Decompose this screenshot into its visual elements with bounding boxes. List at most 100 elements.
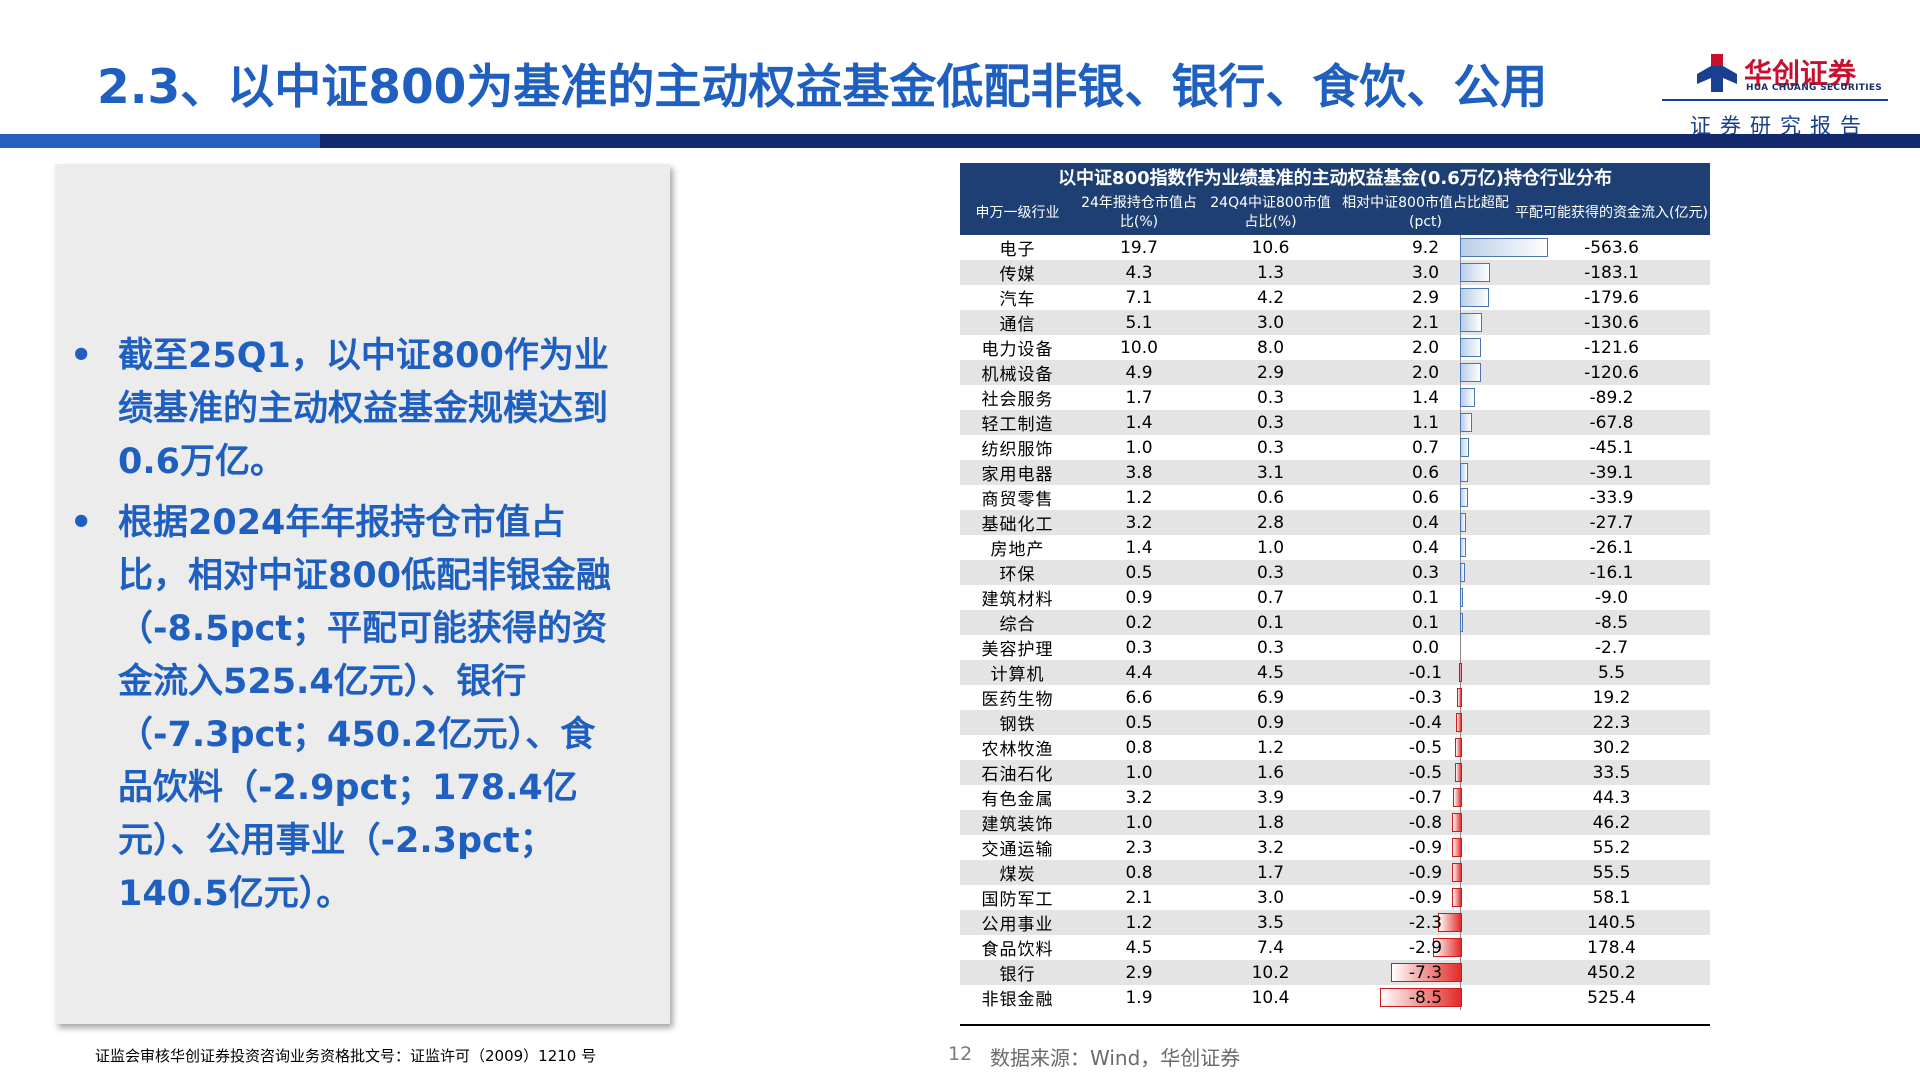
overweight-value: -0.7 xyxy=(1408,787,1443,808)
overweight-value: 0.7 xyxy=(1411,437,1440,458)
cell-fund-share: 0.2 xyxy=(1075,610,1203,635)
cell-index-share: 0.3 xyxy=(1256,437,1285,458)
summary-bullets: • 截至25Q1，以中证800作为业绩基准的主动权益基金规模达到0.6万亿。 • 根据… xyxy=(62,330,622,929)
cell-index-share: 3.2 xyxy=(1256,837,1285,858)
overweight-value: 0.1 xyxy=(1411,587,1440,608)
cell-industry: 煤炭 xyxy=(960,860,1075,885)
overweight-value: 0.4 xyxy=(1411,537,1440,558)
logo-cn-text: 华创证券 xyxy=(1744,57,1857,90)
cell-fund-share: 2.3 xyxy=(1125,837,1153,858)
bullet-dot-icon: • xyxy=(70,503,93,543)
industry-allocation-table: 以中证800指数作为业绩基准的主动权益基金(0.6万亿)持仓行业分布 申万一级行… xyxy=(960,163,1711,1010)
table-row: 纺织服饰 1.0 0.3 0.7 -45.1 xyxy=(960,435,1710,460)
cell-flow: -130.6 xyxy=(1513,310,1711,335)
cell-index-share: 10.2 xyxy=(1203,960,1338,985)
cell-overweight: 0.4 xyxy=(1338,535,1513,560)
cell-fund-share: 3.2 xyxy=(1125,787,1153,808)
overweight-value: 2.0 xyxy=(1411,362,1440,383)
cell-flow: -26.1 xyxy=(1589,537,1634,558)
table-row: 国防军工 2.1 3.0 -0.9 58.1 xyxy=(960,885,1710,910)
cell-index-share: 0.1 xyxy=(1203,610,1338,635)
cell-fund-share: 3.2 xyxy=(1075,510,1203,535)
cell-fund-share: 0.8 xyxy=(1125,737,1153,758)
table-row: 农林牧渔 0.8 1.2 -0.5 30.2 xyxy=(960,735,1710,760)
cell-industry: 银行 xyxy=(960,960,1075,985)
overweight-value: -2.9 xyxy=(1408,937,1443,958)
cell-flow: -67.8 xyxy=(1513,410,1711,435)
bullet-text: 截至25Q1，以中证800作为业绩基准的主动权益基金规模达到0.6万亿。 xyxy=(118,336,609,482)
cell-industry: 交通运输 xyxy=(981,840,1054,860)
header-band-accent xyxy=(0,134,320,148)
cell-industry: 有色金属 xyxy=(981,790,1054,810)
cell-index-share: 1.0 xyxy=(1256,537,1285,558)
overweight-bar xyxy=(1456,713,1462,732)
overweight-value: 2.1 xyxy=(1411,312,1440,333)
overweight-bar xyxy=(1380,988,1462,1007)
cell-flow: 178.4 xyxy=(1587,937,1636,958)
cell-flow: 58.1 xyxy=(1592,887,1631,908)
table-row: 社会服务 1.7 0.3 1.4 -89.2 xyxy=(960,385,1710,410)
cell-index-share: 1.8 xyxy=(1203,810,1338,835)
overweight-bar xyxy=(1460,463,1468,482)
cell-flow: -16.1 xyxy=(1513,560,1711,585)
overweight-bar xyxy=(1452,813,1462,832)
table-row: 汽车 7.1 4.2 2.9 -179.6 xyxy=(960,285,1710,310)
overweight-value: -0.9 xyxy=(1408,887,1443,908)
cell-overweight: 1.1 xyxy=(1338,410,1513,435)
cell-index-share: 10.6 xyxy=(1251,237,1290,258)
company-logo: 华创证券 HUA CHUANG SECURITIES xyxy=(1660,50,1890,100)
cell-index-share: 4.5 xyxy=(1203,660,1338,685)
table-row: 环保 0.5 0.3 0.3 -16.1 xyxy=(960,560,1711,585)
cell-index-share: 8.0 xyxy=(1256,337,1285,358)
table-row: 煤炭 0.8 1.7 -0.9 55.5 xyxy=(960,860,1711,885)
cell-fund-share: 0.5 xyxy=(1075,710,1203,735)
cell-flow: 22.3 xyxy=(1513,710,1711,735)
cell-flow: -39.1 xyxy=(1513,460,1711,485)
table-row: 电力设备 10.0 8.0 2.0 -121.6 xyxy=(960,335,1710,360)
table-row: 机械设备 4.9 2.9 2.0 -120.6 xyxy=(960,360,1711,385)
cell-fund-share: 2.9 xyxy=(1075,960,1203,985)
cell-flow: 46.2 xyxy=(1513,810,1711,835)
cell-industry: 环保 xyxy=(960,560,1075,585)
cell-industry: 农林牧渔 xyxy=(981,740,1054,760)
cell-index-share: 3.0 xyxy=(1203,310,1338,335)
bullet-item: • 截至25Q1，以中证800作为业绩基准的主动权益基金规模达到0.6万亿。 xyxy=(62,330,622,489)
cell-overweight: -0.8 xyxy=(1338,810,1513,835)
overweight-bar xyxy=(1460,363,1481,382)
cell-industry: 建筑材料 xyxy=(981,590,1054,610)
overweight-bar xyxy=(1460,538,1466,557)
cell-industry: 基础化工 xyxy=(960,510,1075,535)
bullet-text: 根据2024年年报持仓市值占比，相对中证800低配非银金融（-8.5pct；平配… xyxy=(118,503,612,914)
cell-overweight: 2.0 xyxy=(1338,360,1513,385)
header-band xyxy=(0,134,1920,148)
summary-panel xyxy=(55,164,670,1024)
cell-overweight: 3.0 xyxy=(1338,260,1513,285)
cell-index-share: 1.7 xyxy=(1203,860,1338,885)
cell-industry: 机械设备 xyxy=(960,360,1075,385)
logo-en-text: HUA CHUANG SECURITIES xyxy=(1746,83,1883,93)
cell-index-share: 3.9 xyxy=(1256,787,1285,808)
table-row: 轻工制造 1.4 0.3 1.1 -67.8 xyxy=(960,410,1711,435)
industry-table-container: 以中证800指数作为业绩基准的主动权益基金(0.6万亿)持仓行业分布 申万一级行… xyxy=(960,163,1711,1010)
cell-industry: 社会服务 xyxy=(981,390,1054,410)
cell-overweight: 9.2 xyxy=(1338,235,1548,260)
table-row: 商贸零售 1.2 0.6 0.6 -33.9 xyxy=(960,485,1710,510)
overweight-value: 1.1 xyxy=(1411,412,1440,433)
bar-axis xyxy=(1460,635,1461,660)
cell-flow: 450.2 xyxy=(1513,960,1711,985)
cell-flow: -89.2 xyxy=(1589,387,1634,408)
overweight-bar xyxy=(1460,488,1468,507)
overweight-bar xyxy=(1455,738,1462,757)
cell-index-share: 10.4 xyxy=(1251,987,1290,1008)
cell-flow: 55.5 xyxy=(1513,860,1711,885)
cell-overweight: -0.3 xyxy=(1338,685,1513,710)
overweight-bar xyxy=(1460,288,1490,307)
cell-overweight: -0.7 xyxy=(1338,785,1513,810)
overweight-value: -8.5 xyxy=(1408,987,1443,1008)
cell-flow: -33.9 xyxy=(1589,487,1634,508)
cell-fund-share: 3.8 xyxy=(1075,460,1203,485)
cell-index-share: 0.3 xyxy=(1203,560,1338,585)
overweight-bar xyxy=(1455,763,1462,782)
table-caption: 以中证800指数作为业绩基准的主动权益基金(0.6万亿)持仓行业分布 xyxy=(960,163,1711,191)
cell-fund-share: 1.9 xyxy=(1125,987,1153,1008)
